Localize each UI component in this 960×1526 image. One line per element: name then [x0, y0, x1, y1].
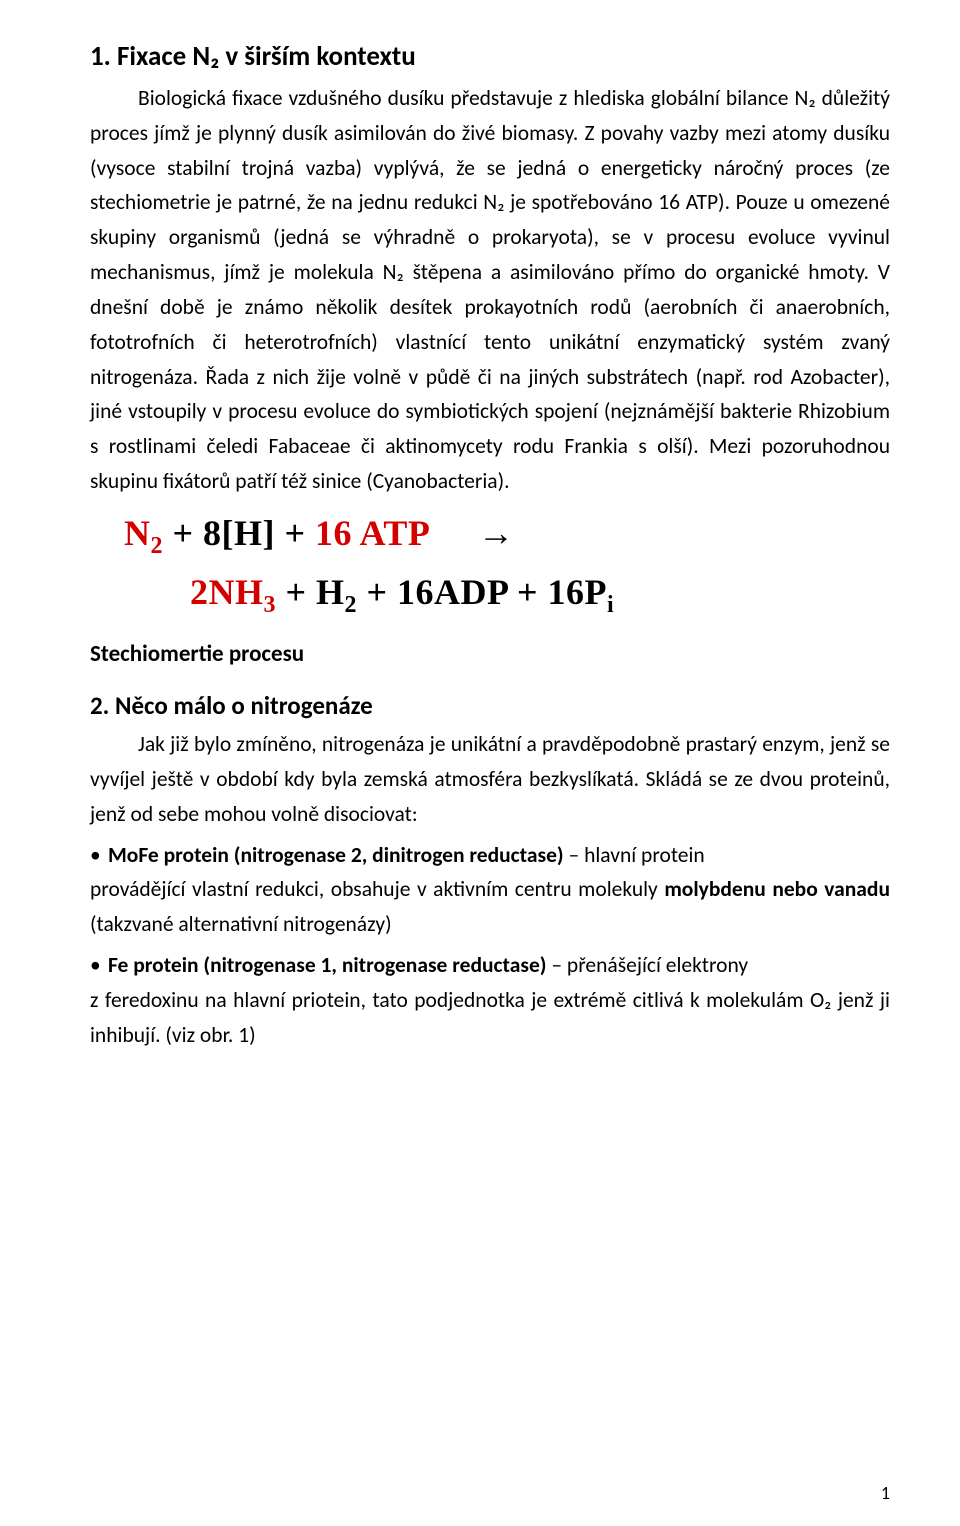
bullet-2: • Fe protein (nitrogenase 1, nitrogenase… [90, 948, 890, 983]
bullet-dot-icon: • [90, 838, 108, 873]
eq-16atp: 16 ATP [315, 513, 430, 553]
equation-line-2: 2NH3 + H2 + 16ADP + 16Pi [190, 568, 890, 617]
eq-h2: + H2 [276, 572, 357, 612]
bullet-2-rest: – přenášející elektrony [546, 952, 748, 978]
bullet-1: • MoFe protein (nitrogenase 2, dinitroge… [90, 838, 890, 873]
document-page: 1. Fixace N₂ v širším kontextu Biologick… [0, 0, 960, 1526]
eq-n2: N2 [124, 513, 163, 553]
bullet-dot-icon: • [90, 948, 108, 983]
eq-rest: + 16ADP + 16Pi [357, 572, 614, 612]
bullet-2-bold: Fe protein (nitrogenase 1, nitrogenase r… [108, 952, 546, 978]
paragraph-1: Biologická fixace vzdušného dusíku předs… [90, 81, 890, 499]
bullet-1-bold: MoFe protein (nitrogenase 2, dinitrogen … [108, 842, 564, 868]
heading-2: 2. Něco málo o nitrogenáze [90, 690, 890, 721]
heading-1: 1. Fixace N₂ v širším kontextu [90, 40, 890, 73]
equation-block: N2 + 8[H] + 16 ATP → 2NH3 + H2 + 16ADP +… [90, 509, 890, 616]
bullet-2-continuation: z feredoxinu na hlavní priotein, tato po… [90, 983, 890, 1053]
eq-2nh3: 2NH3 [190, 572, 276, 612]
equation-line-1: N2 + 8[H] + 16 ATP → [124, 509, 890, 558]
page-number: 1 [881, 1482, 890, 1504]
bullet-1-continuation: provádějící vlastní redukci, obsahuje v … [90, 872, 890, 942]
eq-arrow: → [478, 512, 515, 553]
stechiometrie-label: Stechiomertie procesu [90, 640, 890, 668]
paragraph-2: Jak již bylo zmíněno, nitrogenáza je uni… [90, 727, 890, 831]
bullet-1-rest: – hlavní protein [564, 842, 705, 868]
eq-text-1: + 8[H] + [163, 513, 315, 553]
